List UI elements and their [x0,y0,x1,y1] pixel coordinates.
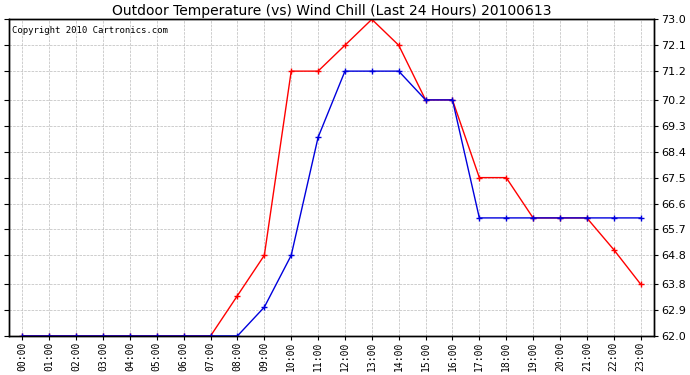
Title: Outdoor Temperature (vs) Wind Chill (Last 24 Hours) 20100613: Outdoor Temperature (vs) Wind Chill (Las… [112,4,551,18]
Text: Copyright 2010 Cartronics.com: Copyright 2010 Cartronics.com [12,26,168,34]
